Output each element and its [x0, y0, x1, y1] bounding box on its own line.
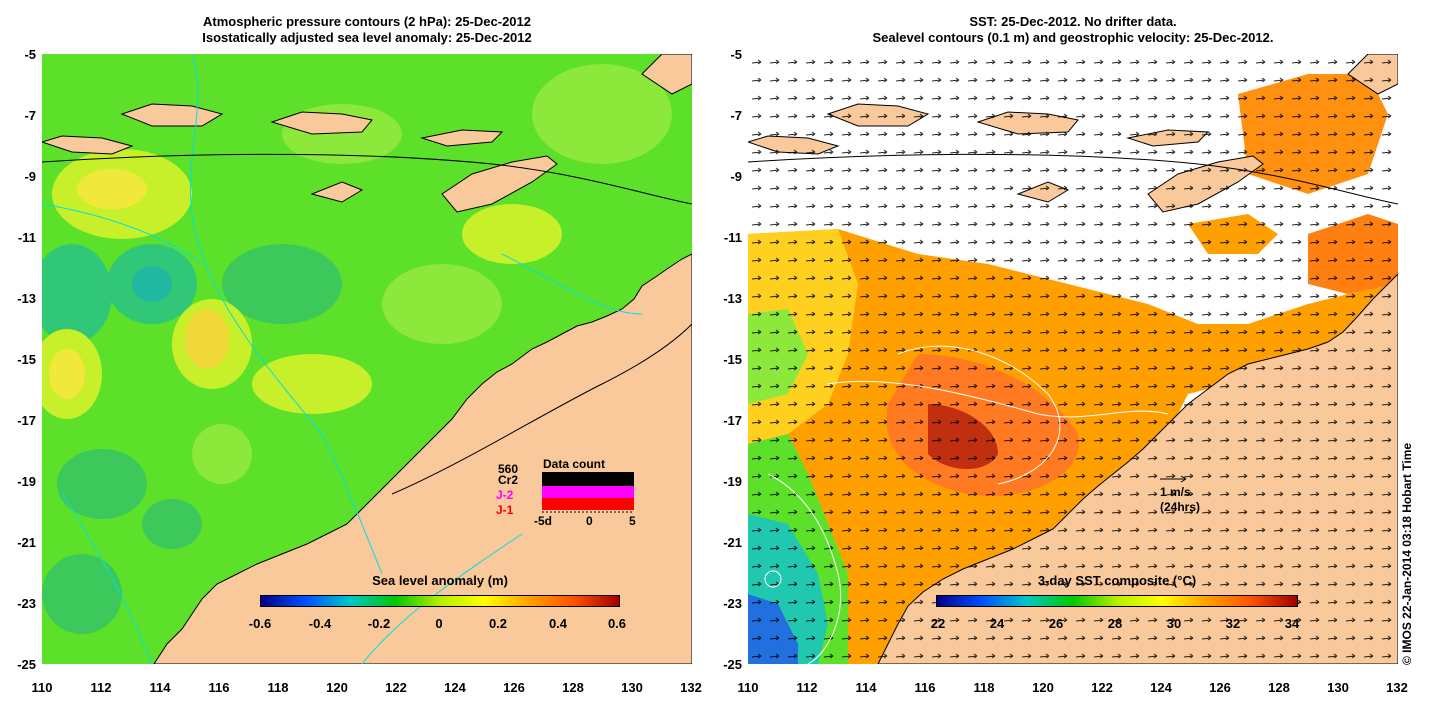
sla-map-panel[interactable]	[42, 54, 692, 664]
left-title-line2: Isostatically adjusted sea level anomaly…	[202, 30, 532, 45]
data-count-max: 560	[498, 462, 519, 476]
left-x-tick: 112	[90, 680, 112, 695]
sla-colorbar-tick: 0	[435, 616, 443, 631]
left-y-tick: -9	[24, 169, 36, 184]
sla-map	[42, 54, 692, 664]
right-x-tick: 112	[796, 680, 818, 695]
sst-map-panel[interactable]	[748, 54, 1398, 664]
right-x-tick: 114	[855, 680, 877, 695]
sla-colorbar-title: Sea level anomaly (m)	[372, 573, 508, 588]
right-title-line1: SST: 25-Dec-2012. No drifter data.	[969, 14, 1177, 29]
sla-colorbar-tick: -0.6	[248, 616, 272, 631]
left-x-tick: 120	[326, 680, 348, 695]
right-y-tick: -17	[723, 413, 742, 428]
sla-colorbar-tick: 0.6	[607, 616, 627, 631]
left-title: Atmospheric pressure contours (2 hPa): 2…	[42, 14, 692, 46]
right-x-tick: 122	[1091, 680, 1113, 695]
sst-colorbar-title: 3-day SST composite (°C)	[1037, 573, 1197, 588]
sst-colorbar-tick: 26	[1048, 616, 1064, 631]
left-y-tick: -11	[17, 230, 36, 245]
left-y-tick: -23	[17, 596, 36, 611]
right-x-tick: 130	[1327, 680, 1349, 695]
left-x-tick: 130	[621, 680, 643, 695]
sst-colorbar-tick: 22	[930, 616, 946, 631]
right-y-tick: -21	[723, 535, 742, 550]
left-x-tick: 132	[680, 680, 702, 695]
velocity-scale-label: 1 m/s	[1160, 485, 1191, 499]
data-count-mission-j1: J-1	[496, 503, 514, 517]
sla-colorbar	[260, 595, 620, 607]
sst-map	[748, 54, 1398, 664]
right-x-tick: 128	[1268, 680, 1290, 695]
left-x-tick: 124	[444, 680, 466, 695]
left-y-tick: -7	[24, 108, 36, 123]
sst-colorbar-tick: 32	[1225, 616, 1241, 631]
velocity-scale-arrow-icon	[1160, 475, 1187, 483]
left-x-tick: 116	[208, 680, 230, 695]
left-y-tick: -15	[17, 352, 36, 367]
right-title-line2: Sealevel contours (0.1 m) and geostrophi…	[872, 30, 1274, 45]
right-x-tick: 132	[1386, 680, 1408, 695]
left-x-tick: 114	[149, 680, 171, 695]
data-count-x-tick: 0	[586, 514, 593, 528]
data-count-x-tick: 5	[629, 514, 636, 528]
right-y-tick: -5	[730, 47, 742, 62]
sla-colorbar-tick: -0.4	[308, 616, 332, 631]
data-count-bars	[542, 472, 634, 513]
credit-text: © IMOS 22-Jan-2014 03:18 Hobart Time	[1400, 442, 1414, 665]
right-x-tick: 124	[1150, 680, 1172, 695]
sst-colorbar-tick: 34	[1284, 616, 1300, 631]
right-y-tick: -15	[723, 352, 742, 367]
left-x-tick: 126	[503, 680, 525, 695]
sst-colorbar-tick: 30	[1166, 616, 1182, 631]
left-x-tick: 128	[562, 680, 584, 695]
data-count-title: Data count	[543, 457, 606, 471]
right-y-tick: -9	[730, 169, 742, 184]
left-title-line1: Atmospheric pressure contours (2 hPa): 2…	[203, 14, 531, 29]
data-count-x-tick: -5d	[534, 514, 552, 528]
sla-colorbar-tick: 0.4	[548, 616, 568, 631]
right-y-tick: -13	[723, 291, 742, 306]
velocity-scale-sublabel: (24hrs)	[1160, 500, 1201, 514]
sst-colorbar-tick: 24	[989, 616, 1005, 631]
right-y-tick: -7	[730, 108, 742, 123]
right-x-tick: 110	[737, 680, 759, 695]
sst-colorbar	[936, 595, 1298, 607]
right-y-tick: -19	[723, 474, 742, 489]
right-y-tick: -23	[723, 596, 742, 611]
right-y-tick: -25	[723, 657, 742, 672]
sla-colorbar-tick: 0.2	[488, 616, 508, 631]
left-y-tick: -21	[17, 535, 36, 550]
right-title: SST: 25-Dec-2012. No drifter data. Seale…	[748, 14, 1398, 46]
left-y-tick: -13	[17, 291, 36, 306]
sst-colorbar-tick: 28	[1107, 616, 1123, 631]
left-y-tick: -5	[24, 47, 36, 62]
sla-colorbar-tick: -0.2	[367, 616, 391, 631]
right-x-tick: 118	[973, 680, 995, 695]
left-y-tick: -17	[17, 413, 36, 428]
left-y-tick: -19	[17, 474, 36, 489]
right-y-tick: -11	[723, 230, 742, 245]
data-count-mission-cr2: Cr2	[498, 473, 519, 487]
left-x-tick: 118	[267, 680, 289, 695]
right-x-tick: 126	[1209, 680, 1231, 695]
left-x-tick: 122	[385, 680, 407, 695]
right-x-tick: 116	[914, 680, 936, 695]
left-x-tick: 110	[31, 680, 53, 695]
data-count-mission-j2: J-2	[496, 488, 514, 502]
left-y-tick: -25	[17, 657, 36, 672]
right-x-tick: 120	[1032, 680, 1054, 695]
